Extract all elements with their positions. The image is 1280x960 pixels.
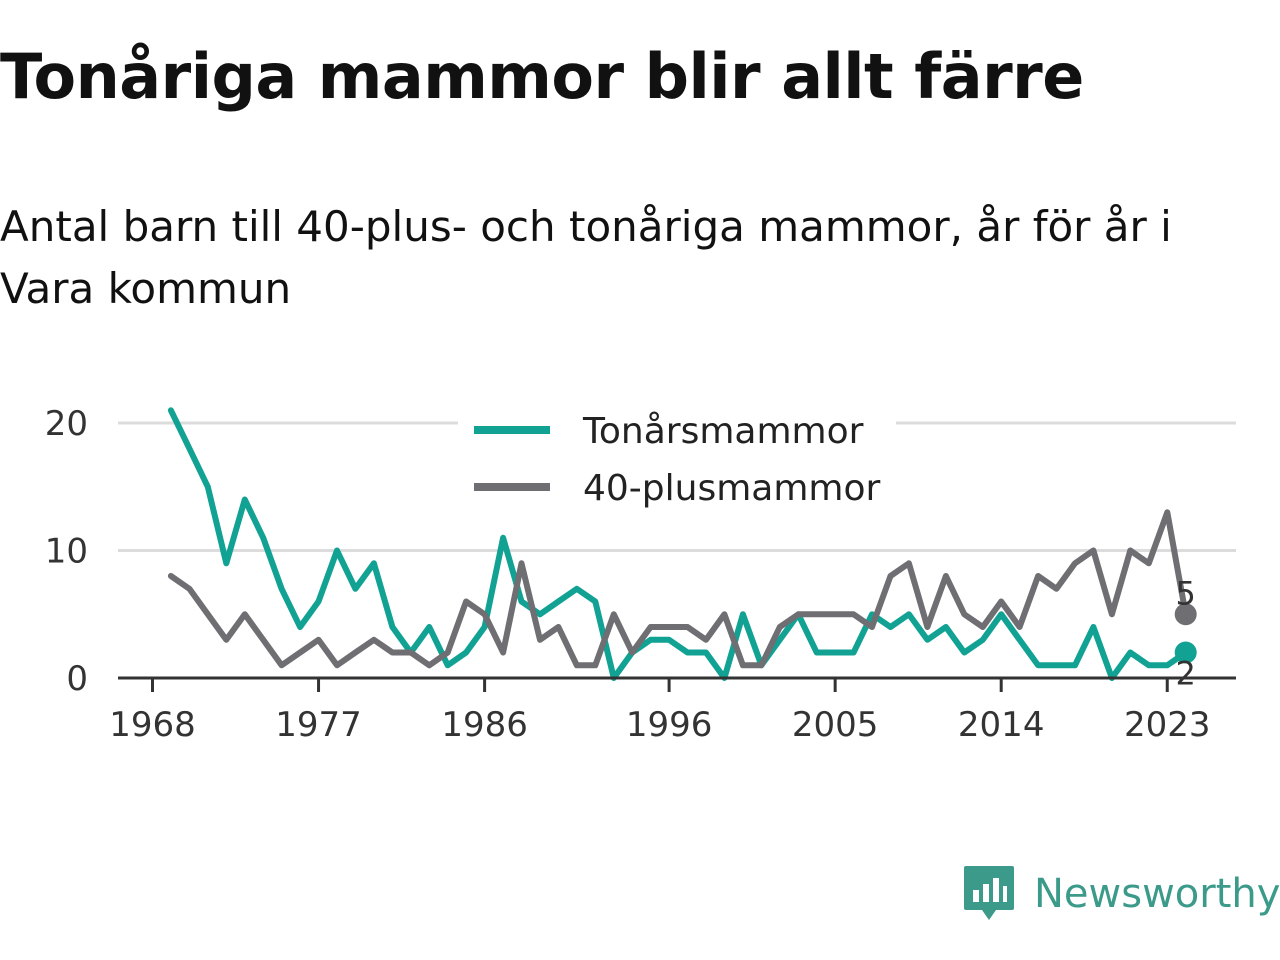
y-tick-label: 10 <box>45 532 88 572</box>
bar-chart-speech-bubble-icon <box>964 866 1014 920</box>
y-tick-label: 20 <box>45 404 88 444</box>
x-tick-label: 2005 <box>792 705 879 745</box>
x-tick-label: 1977 <box>275 705 362 745</box>
chart-subtitle: Antal barn till 40-plus- och tonåriga ma… <box>0 202 1172 313</box>
legend-background <box>458 402 896 522</box>
x-tick-label: 1996 <box>626 705 713 745</box>
legend-label-0: Tonårsmammor <box>582 411 864 452</box>
x-tick-label: 1986 <box>441 705 528 745</box>
series-end-label-0: 2 <box>1176 655 1196 693</box>
chart-title: Tonåriga mammor blir allt färre <box>0 40 1084 113</box>
series-end-point-0 <box>1174 641 1197 664</box>
x-tick-label: 1968 <box>109 705 196 745</box>
legend-label-1: 40-plusmammor <box>583 468 881 509</box>
x-axis: 1968 1977 1986 1996 2005 2014 2023 <box>109 676 1236 745</box>
series-line-0 <box>167 407 1189 681</box>
series-end-label-1: 5 <box>1176 574 1196 612</box>
y-tick-label: 0 <box>66 659 88 699</box>
brand-name: Newsworthy <box>1034 871 1280 917</box>
x-tick-label: 2023 <box>1124 705 1211 745</box>
x-tick-label: 2014 <box>958 705 1045 745</box>
series-end-point-1 <box>1174 603 1197 626</box>
series-lines: 25 <box>167 407 1197 693</box>
series-line-1 <box>167 509 1189 669</box>
newsworthy-logo[interactable]: Newsworthy <box>962 864 1280 924</box>
legend: Tonårsmammor 40-plusmammor <box>458 402 896 522</box>
